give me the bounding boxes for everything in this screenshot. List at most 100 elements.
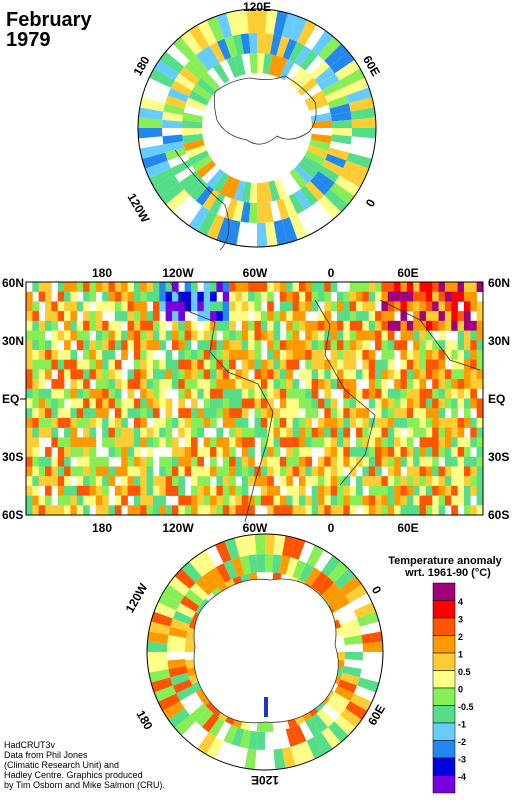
equatorial-grid-cell bbox=[451, 291, 458, 302]
equatorial-grid-cell bbox=[95, 282, 103, 293]
equatorial-grid-cell bbox=[317, 349, 325, 360]
equatorial-grid-cell bbox=[406, 417, 414, 428]
equatorial-grid-cell bbox=[311, 282, 319, 293]
equatorial-grid-cell bbox=[89, 485, 97, 496]
equatorial-grid-cell bbox=[121, 437, 128, 448]
equatorial-grid-cell bbox=[76, 340, 84, 351]
equatorial-grid-cell bbox=[108, 427, 116, 438]
equatorial-grid-cell bbox=[406, 359, 414, 370]
equatorial-grid-cell bbox=[216, 485, 224, 496]
south-polar-cell bbox=[180, 595, 200, 612]
equatorial-grid-cell bbox=[70, 282, 78, 293]
equatorial-grid-cell bbox=[438, 330, 446, 341]
equatorial-grid-cell bbox=[229, 427, 236, 438]
equatorial-grid-cell bbox=[152, 320, 160, 331]
equatorial-grid-cell bbox=[324, 369, 331, 380]
equatorial-grid-cell bbox=[476, 476, 483, 487]
equatorial-grid-cell bbox=[178, 320, 185, 331]
south-polar-cell bbox=[170, 618, 190, 632]
equatorial-grid-cell bbox=[114, 427, 122, 438]
equatorial-grid-cell bbox=[235, 282, 243, 293]
equatorial-grid-cell bbox=[438, 466, 446, 477]
north-polar-cell bbox=[281, 12, 298, 39]
equatorial-grid-cell bbox=[413, 408, 420, 419]
equatorial-grid-cell bbox=[241, 466, 249, 477]
equatorial-grid-cell bbox=[229, 340, 236, 351]
equatorial-grid-cell bbox=[203, 476, 211, 487]
equatorial-grid-cell bbox=[298, 340, 306, 351]
equatorial-grid-cell bbox=[165, 505, 173, 515]
equatorial-grid-cell bbox=[375, 417, 382, 428]
equatorial-grid-cell bbox=[343, 320, 351, 331]
equatorial-grid-cell bbox=[368, 427, 376, 438]
equatorial-grid-cell bbox=[337, 447, 344, 458]
equatorial-grid-cell bbox=[463, 476, 471, 487]
north-polar-cell bbox=[181, 120, 203, 128]
equatorial-grid-cell bbox=[140, 349, 147, 360]
north-polar-cell bbox=[248, 202, 257, 223]
equatorial-grid-cell bbox=[222, 369, 230, 380]
equatorial-grid-cell bbox=[191, 447, 198, 458]
equatorial-grid-cell bbox=[349, 301, 357, 312]
north-polar-cell bbox=[257, 182, 265, 204]
equatorial-grid-cell bbox=[229, 330, 236, 341]
north-polar-cell bbox=[165, 95, 187, 109]
equatorial-grid-cell bbox=[349, 291, 357, 302]
north-polar-cell bbox=[268, 54, 281, 76]
equatorial-grid-cell bbox=[26, 379, 33, 390]
equatorial-grid-cell bbox=[26, 320, 33, 331]
equatorial-grid-cell bbox=[292, 466, 300, 477]
equatorial-grid-cell bbox=[32, 505, 39, 515]
equatorial-grid-cell bbox=[102, 359, 109, 370]
south-polar-cell bbox=[176, 603, 196, 619]
north-polar-cell bbox=[219, 175, 235, 197]
north-polar-cell bbox=[179, 66, 200, 85]
equatorial-grid-cell bbox=[165, 466, 173, 477]
equatorial-grid-cell bbox=[127, 291, 135, 302]
equatorial-grid-cell bbox=[343, 485, 351, 496]
equatorial-grid-cell bbox=[375, 437, 382, 448]
equatorial-grid-cell bbox=[197, 427, 205, 438]
equatorial-grid-cell bbox=[146, 447, 154, 458]
equatorial-grid-cell bbox=[114, 301, 122, 312]
north-polar-cell bbox=[170, 80, 192, 97]
equatorial-grid-cell bbox=[216, 466, 224, 477]
equatorial-grid-cell bbox=[286, 291, 293, 302]
equatorial-grid-cell bbox=[317, 330, 325, 341]
equatorial-grid-cell bbox=[70, 388, 78, 399]
equatorial-grid-cell bbox=[432, 485, 439, 496]
equatorial-grid-cell bbox=[387, 408, 395, 419]
equatorial-grid-cell bbox=[114, 282, 122, 293]
north-polar-cell bbox=[263, 201, 274, 223]
equatorial-grid-cell bbox=[330, 320, 338, 331]
equatorial-grid-cell bbox=[381, 301, 389, 312]
north-polar-cell bbox=[334, 59, 361, 81]
equatorial-grid-cell bbox=[400, 301, 408, 312]
equatorial-grid-cell bbox=[387, 495, 395, 506]
equatorial-grid-cell bbox=[260, 408, 268, 419]
equatorial-grid-cell bbox=[406, 447, 414, 458]
north-polar-cell bbox=[165, 189, 190, 213]
equatorial-grid-cell bbox=[222, 476, 230, 487]
equatorial-grid-cell bbox=[343, 398, 351, 409]
equatorial-grid-cell bbox=[305, 466, 312, 477]
equatorial-grid-cell bbox=[89, 291, 97, 302]
equatorial-grid-cell bbox=[375, 427, 382, 438]
equatorial-grid-cell bbox=[425, 340, 433, 351]
equatorial-grid-cell bbox=[203, 398, 211, 409]
equatorial-grid-cell bbox=[203, 417, 211, 428]
equatorial-grid-cell bbox=[133, 398, 141, 409]
equatorial-grid-cell bbox=[419, 417, 427, 428]
equatorial-grid-cell bbox=[343, 311, 351, 322]
north-polar-cell bbox=[304, 90, 326, 106]
equatorial-grid-cell bbox=[324, 398, 331, 409]
equatorial-grid-cell bbox=[76, 437, 84, 448]
equatorial-grid-cell bbox=[76, 330, 84, 341]
south-polar-cell bbox=[326, 697, 346, 715]
equatorial-grid-cell bbox=[279, 437, 287, 448]
equatorial-grid-cell bbox=[241, 417, 249, 428]
equatorial-grid-cell bbox=[279, 379, 287, 390]
equatorial-grid-cell bbox=[26, 340, 33, 351]
equatorial-grid-cell bbox=[292, 408, 300, 419]
equatorial-grid-cell bbox=[337, 485, 344, 496]
